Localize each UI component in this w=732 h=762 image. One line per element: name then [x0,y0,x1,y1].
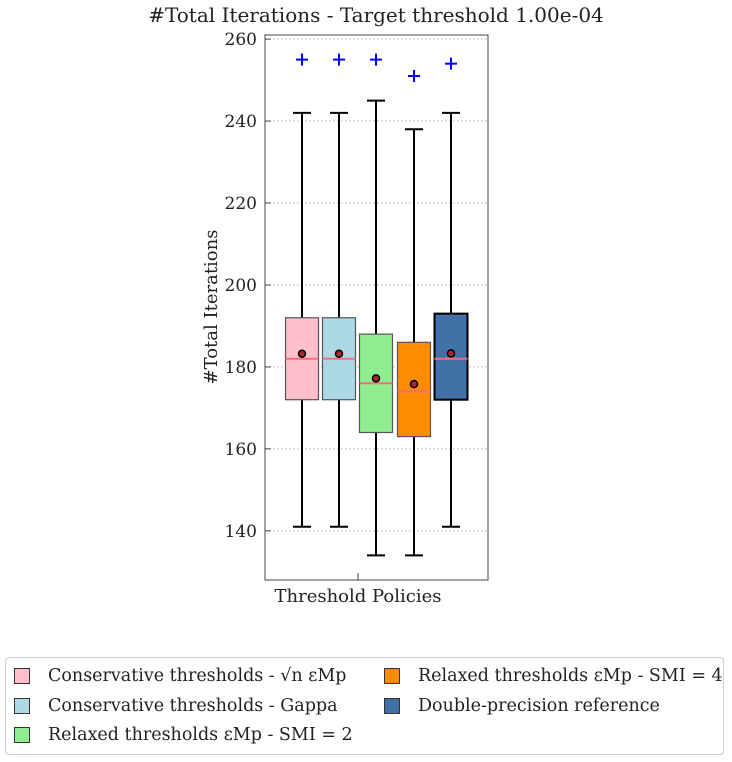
legend-swatch [384,698,400,714]
legend: Conservative thresholds - √n εMp Conserv… [5,657,724,755]
y-tick-label: 180 [225,358,257,378]
legend-label: Conservative thresholds - √n εMp [48,666,347,686]
x-axis-label: Threshold Policies [275,586,442,607]
chart-title: #Total Iterations - Target threshold 1.0… [148,3,604,27]
legend-swatch [14,698,30,714]
mean-marker [371,374,381,383]
box [433,312,469,401]
legend-item: Relaxed thresholds εMp - SMI = 4 [384,666,723,686]
y-tick-label: 260 [225,30,257,50]
legend-label: Double-precision reference [418,696,660,716]
legend-item: Double-precision reference [384,696,660,716]
y-axis-label: #Total Iterations [201,230,222,385]
mean-marker [446,349,456,358]
box-plot-chart: #Total Iterations - Target threshold 1.0… [148,3,604,607]
y-tick-label: 160 [225,440,257,460]
box [396,341,432,438]
y-tick-label: 220 [225,194,257,214]
plot-frame [264,34,489,581]
legend-swatch [14,727,30,743]
legend-item: Relaxed thresholds εMp - SMI = 2 [14,725,353,745]
legend-item: Conservative thresholds - √n εMp [14,666,346,686]
mean-marker [409,379,419,389]
legend-label: Conservative thresholds - Gappa [48,696,338,716]
legend-swatch [384,668,400,684]
legend-item: Conservative thresholds - Gappa [14,696,338,716]
y-tick-label: 240 [225,112,257,132]
legend-label: Relaxed thresholds εMp - SMI = 2 [48,725,353,745]
mean-marker [297,349,307,359]
y-tick-label: 140 [225,522,257,542]
mean-marker [334,349,344,359]
legend-swatch [14,668,30,684]
legend-label: Relaxed thresholds εMp - SMI = 4 [418,666,723,686]
y-tick-label: 200 [225,276,257,296]
